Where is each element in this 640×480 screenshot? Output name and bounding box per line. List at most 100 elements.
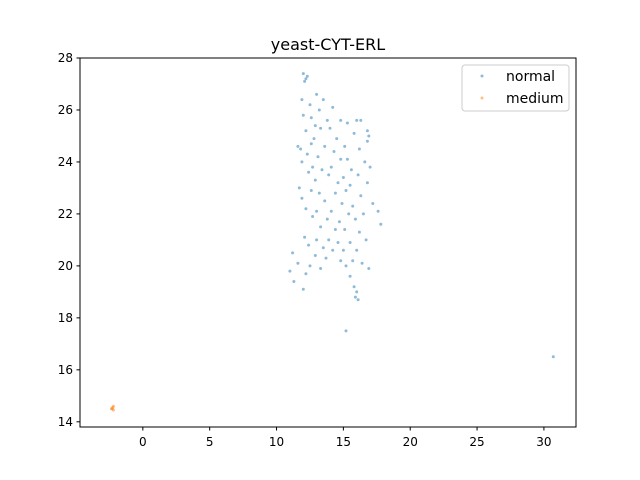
data-point-normal-110 [344,329,348,333]
data-point-normal-92 [324,256,328,260]
data-point-normal-7 [308,103,312,107]
x-tick-label-30: 30 [536,435,551,449]
data-point-normal-84 [364,238,368,242]
data-point-normal-49 [313,178,317,182]
data-point-normal-38 [363,160,367,164]
x-axis: 0 5 10 15 20 25 30 [139,427,552,449]
data-point-normal-88 [341,248,345,252]
data-point-normal-54 [309,189,313,192]
data-point-normal-69 [376,209,380,213]
data-point-normal-78 [357,230,361,234]
data-point-normal-67 [347,212,351,216]
data-point-normal-29 [309,142,313,146]
plot-points [109,72,555,412]
data-point-normal-104 [292,280,296,283]
data-point-normal-101 [288,269,292,273]
data-point-normal-51 [348,183,352,187]
y-tick-label-14: 14 [58,415,73,429]
data-point-normal-85 [307,243,311,247]
y-tick-label-16: 16 [58,363,73,377]
data-point-normal-34 [305,152,309,156]
data-point-normal-19 [328,126,332,130]
data-point-normal-33 [332,150,336,153]
data-point-normal-64 [304,207,308,211]
x-tick-label-25: 25 [469,435,484,449]
data-point-normal-21 [352,131,356,135]
data-point-normal-76 [333,228,337,231]
legend-marker-medium [480,96,484,100]
data-point-normal-41 [320,168,324,172]
data-point-normal-111 [551,355,555,359]
data-point-normal-56 [333,191,337,195]
data-point-normal-18 [319,126,323,130]
data-point-normal-80 [315,238,319,242]
data-point-normal-99 [344,264,348,268]
data-point-normal-66 [329,209,333,213]
data-point-normal-58 [359,194,363,198]
data-point-normal-48 [356,173,360,177]
data-point-normal-75 [319,225,323,229]
data-point-normal-106 [352,285,356,289]
data-point-normal-26 [335,137,339,141]
data-point-normal-90 [291,251,295,255]
data-point-normal-74 [379,222,383,226]
data-point-normal-0 [301,72,305,76]
data-point-normal-32 [357,147,361,151]
data-point-normal-91 [313,254,317,257]
data-point-normal-62 [351,204,355,208]
data-point-normal-83 [348,241,352,244]
data-point-normal-14 [355,118,359,122]
legend-marker-normal [480,74,484,78]
data-point-normal-10 [301,113,305,117]
x-tick-label-5: 5 [206,435,214,449]
data-point-normal-20 [304,129,308,133]
data-point-normal-61 [340,202,344,205]
chart-title: yeast-CYT-ERL [271,35,385,54]
data-point-normal-72 [337,220,341,224]
data-point-normal-42 [329,165,333,169]
data-point-normal-59 [300,196,304,200]
data-point-normal-44 [368,165,372,169]
data-point-normal-95 [360,261,364,265]
data-point-normal-60 [323,199,327,203]
data-point-normal-71 [325,217,329,221]
data-point-normal-39 [300,160,304,164]
data-point-normal-46 [327,173,331,177]
data-point-normal-47 [341,176,345,179]
data-point-normal-35 [316,155,320,159]
y-tick-label-18: 18 [58,311,73,325]
data-point-normal-82 [336,241,340,244]
data-point-normal-45 [307,170,311,174]
data-point-normal-43 [349,168,353,172]
data-point-normal-57 [344,189,348,192]
data-point-normal-22 [365,129,369,133]
data-point-normal-94 [351,259,355,263]
data-point-normal-103 [348,274,352,278]
data-point-normal-107 [355,290,359,294]
data-point-normal-93 [339,259,343,263]
data-point-normal-73 [353,217,357,221]
data-point-normal-79 [303,235,307,239]
legend-label-normal: normal [506,69,555,85]
data-point-normal-68 [361,212,365,216]
x-tick-label-15: 15 [336,435,351,449]
data-point-normal-3 [303,79,307,83]
data-point-normal-89 [355,248,359,252]
x-tick-label-0: 0 [139,435,147,449]
data-point-normal-2 [305,74,309,78]
data-point-normal-36 [339,157,343,161]
data-point-normal-63 [371,202,375,205]
data-point-normal-50 [336,181,340,185]
y-axis: 14 16 18 20 22 24 26 28 [58,51,80,429]
data-point-normal-105 [301,287,305,291]
data-point-normal-53 [297,186,301,190]
data-point-normal-52 [365,181,369,185]
data-point-normal-1 [304,77,308,81]
legend: normal medium [461,64,570,112]
data-point-normal-109 [356,298,360,302]
data-point-normal-108 [353,295,357,299]
data-point-normal-9 [331,105,335,109]
x-tick-label-10: 10 [269,435,284,449]
data-point-medium-4 [111,408,115,412]
